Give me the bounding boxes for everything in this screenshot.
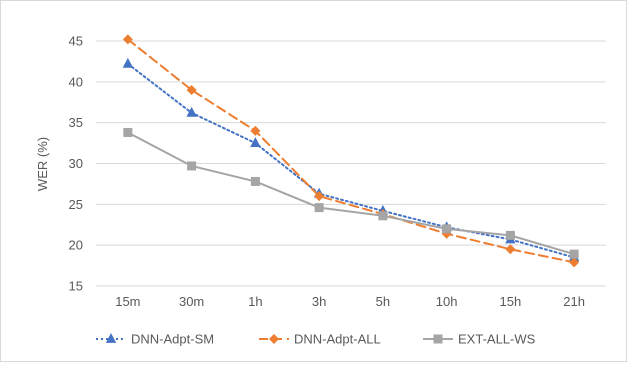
x-tick-label-10h: 10h bbox=[436, 294, 458, 309]
x-axis-ticks: 15m 30m 1h 3h 5h 10h 15h 21h bbox=[115, 294, 585, 309]
point-ext-all-ws-30m bbox=[187, 161, 197, 171]
x-tick-label-21h: 21h bbox=[563, 294, 585, 309]
point-ext-all-ws-15h bbox=[505, 230, 515, 240]
series-line-dnn-adpt-sm bbox=[126, 62, 576, 259]
legend: DNN-Adpt-SM DNN-Adpt-ALL EXT-ALL-WS bbox=[96, 332, 536, 347]
point-dnn-adpt-all-3h bbox=[314, 191, 325, 202]
point-dnn-adpt-all-15h bbox=[505, 244, 516, 255]
x-tick-label-5h: 5h bbox=[376, 294, 390, 309]
point-dnn-adpt-all-21h bbox=[569, 257, 580, 268]
y-tick-label-20: 20 bbox=[69, 238, 83, 253]
legend-label-dnn-adpt-all: DNN-Adpt-ALL bbox=[294, 332, 381, 347]
point-dnn-adpt-sm-1h bbox=[250, 137, 261, 147]
point-ext-all-ws-21h bbox=[569, 249, 579, 259]
y-axis-title: WER (%) bbox=[35, 137, 50, 191]
legend-item-dnn-adpt-all: DNN-Adpt-ALL bbox=[259, 332, 381, 347]
y-tick-label-45: 45 bbox=[69, 34, 83, 49]
series-line-dnn-adpt-all bbox=[126, 38, 576, 264]
point-ext-all-ws-5h bbox=[378, 211, 388, 221]
point-dnn-adpt-all-15m bbox=[122, 34, 133, 45]
legend-marker-ext-all-ws bbox=[433, 334, 443, 344]
legend-label-ext-all-ws: EXT-ALL-WS bbox=[458, 332, 536, 347]
y-tick-label-15: 15 bbox=[69, 279, 83, 294]
point-ext-all-ws-10h bbox=[442, 224, 452, 234]
y-tick-label-25: 25 bbox=[69, 197, 83, 212]
x-tick-label-3h: 3h bbox=[312, 294, 326, 309]
x-tick-label-30m: 30m bbox=[179, 294, 204, 309]
point-dnn-adpt-sm-30m bbox=[186, 106, 197, 117]
x-tick-label-15h: 15h bbox=[500, 294, 522, 309]
y-tick-label-30: 30 bbox=[69, 156, 83, 171]
y-tick-label-35: 35 bbox=[69, 115, 83, 130]
y-axis-ticks: 15 20 25 30 35 40 45 bbox=[69, 34, 83, 294]
legend-marker-dnn-adpt-sm bbox=[105, 333, 117, 343]
legend-label-dnn-adpt-sm: DNN-Adpt-SM bbox=[131, 332, 214, 347]
x-tick-label-1h: 1h bbox=[248, 294, 262, 309]
series-lines bbox=[122, 34, 580, 268]
series-ext-all-ws bbox=[123, 127, 579, 259]
point-dnn-adpt-all-30m bbox=[186, 85, 197, 95]
point-ext-all-ws-15m bbox=[123, 127, 133, 137]
gridlines bbox=[96, 40, 606, 287]
point-ext-all-ws-1h bbox=[250, 176, 260, 186]
legend-marker-dnn-adpt-all bbox=[269, 334, 279, 344]
point-dnn-adpt-sm-15m bbox=[122, 57, 134, 68]
legend-item-ext-all-ws: EXT-ALL-WS bbox=[423, 332, 536, 347]
point-ext-all-ws-3h bbox=[314, 203, 324, 213]
y-tick-label-40: 40 bbox=[69, 74, 83, 89]
x-tick-label-15m: 15m bbox=[115, 294, 140, 309]
series-line-ext-all-ws bbox=[126, 131, 576, 256]
legend-item-dnn-adpt-sm: DNN-Adpt-SM bbox=[96, 332, 214, 347]
